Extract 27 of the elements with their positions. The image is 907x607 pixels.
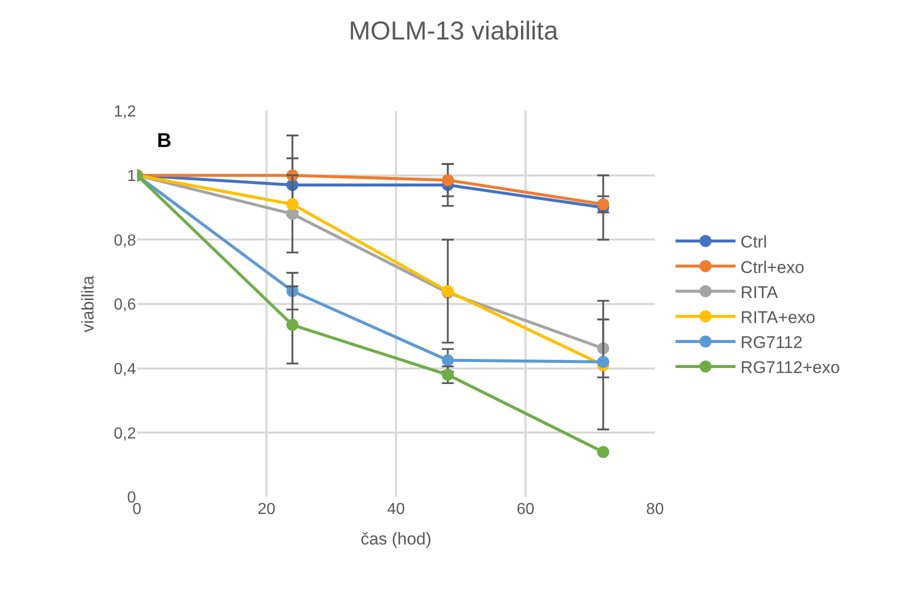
legend-label: Ctrl+exo	[740, 258, 804, 277]
point	[442, 174, 454, 186]
point	[597, 356, 610, 368]
y-tick-label: 0,8	[114, 232, 136, 250]
point	[597, 446, 610, 458]
legend-label: RG7112+exo	[740, 358, 840, 378]
x-tick-label: 60	[516, 501, 534, 518]
annotation: B	[157, 130, 172, 152]
y-tick-label: 0,2	[114, 425, 136, 442]
point	[286, 208, 298, 220]
y-tick-label: 1	[127, 168, 136, 185]
point	[286, 198, 298, 210]
y-axis-title: viabilita	[78, 275, 98, 332]
chart-title: MOLM-13 viabilita	[348, 15, 559, 46]
legend-label: RG7112	[740, 333, 803, 352]
point	[442, 354, 454, 366]
x-tick-label: 20	[258, 501, 276, 518]
x-axis-title: čas (hod)	[360, 529, 432, 548]
y-tick-label: 0,6	[114, 296, 136, 314]
y-tick-label: 1,2	[114, 104, 136, 121]
legend-label: Ctrl	[740, 232, 767, 252]
x-tick-label: 80	[646, 501, 664, 518]
point	[286, 318, 298, 331]
legend-label: RITA	[740, 282, 779, 302]
y-tick-label: 0,4	[114, 360, 136, 378]
legend-label: RITA+exo	[740, 308, 816, 327]
x-tick-label: 40	[387, 501, 405, 518]
